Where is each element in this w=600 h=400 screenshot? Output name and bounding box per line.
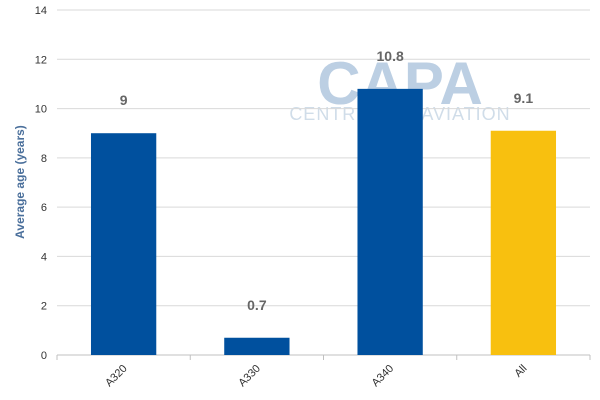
category-label: A320 <box>103 363 130 390</box>
y-tick-label: 10 <box>35 104 47 116</box>
bars <box>90 88 557 355</box>
category-label: All <box>512 363 529 380</box>
y-axis-title: Average age (years) <box>13 125 27 239</box>
bar-a340 <box>357 88 423 355</box>
data-label: 10.8 <box>377 48 404 64</box>
bar-all <box>490 130 557 355</box>
y-tick-label: 0 <box>41 350 47 362</box>
y-tick-label: 4 <box>41 251 47 263</box>
data-labels: 9 0.7 10.8 9.1 <box>120 48 534 313</box>
data-label: 0.7 <box>247 297 267 313</box>
y-tick-label: 8 <box>41 153 47 165</box>
y-tick-label: 14 <box>35 5 47 17</box>
data-label: 9.1 <box>514 90 534 106</box>
category-label: A340 <box>370 363 397 390</box>
data-label: 9 <box>120 92 128 108</box>
y-tick-label: 12 <box>35 54 47 66</box>
category-label: A330 <box>236 363 263 390</box>
y-tick-label: 2 <box>41 301 47 313</box>
bar-a330 <box>224 337 290 355</box>
category-labels: A320 A330 A340 All <box>103 363 529 390</box>
y-tick-labels: 0 2 4 6 8 10 12 14 <box>35 5 47 362</box>
y-tick-label: 6 <box>41 202 47 214</box>
bar-a320 <box>90 133 157 355</box>
